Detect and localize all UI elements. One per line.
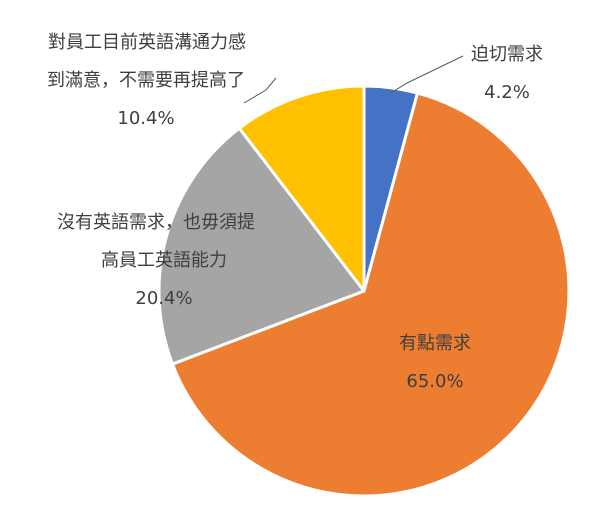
slice-label-no-need-line-2: 高員工英語能力 (101, 250, 227, 271)
leader-line-urgent (390, 55, 464, 94)
slice-label-group-urgent: 迫切需求 4.2% (471, 44, 543, 103)
slice-no-need (157, 126, 366, 366)
slice-label-group-somewhat: 有點需求 65.0% (399, 333, 471, 392)
slice-label-somewhat-line-1: 有點需求 (399, 333, 471, 354)
slice-satisfied (237, 84, 366, 293)
slice-somewhat (170, 91, 571, 498)
slice-label-satisfied-line-1: 對員工目前英語溝通力感 (48, 32, 246, 53)
slice-value-somewhat: 65.0% (406, 371, 463, 392)
slice-value-no-need: 20.4% (135, 288, 192, 309)
slice-label-group-satisfied: 對員工目前英語溝通力感 到滿意，不需要再提高了 10.4% (47, 32, 246, 129)
pie-slices (157, 84, 571, 498)
slice-value-satisfied: 10.4% (117, 108, 174, 129)
slice-label-urgent-line-1: 迫切需求 (471, 44, 543, 65)
slice-value-urgent: 4.2% (484, 82, 530, 103)
slice-label-satisfied-line-2: 到滿意，不需要再提高了 (47, 70, 245, 91)
leader-lines (243, 55, 464, 104)
slice-label-group-no-need: 沒有英語需求，也毋須提 高員工英語能力 20.4% (57, 212, 255, 309)
slice-label-no-need-line-1: 沒有英語需求，也毋須提 (57, 212, 255, 233)
leader-line-satisfied (243, 77, 277, 104)
